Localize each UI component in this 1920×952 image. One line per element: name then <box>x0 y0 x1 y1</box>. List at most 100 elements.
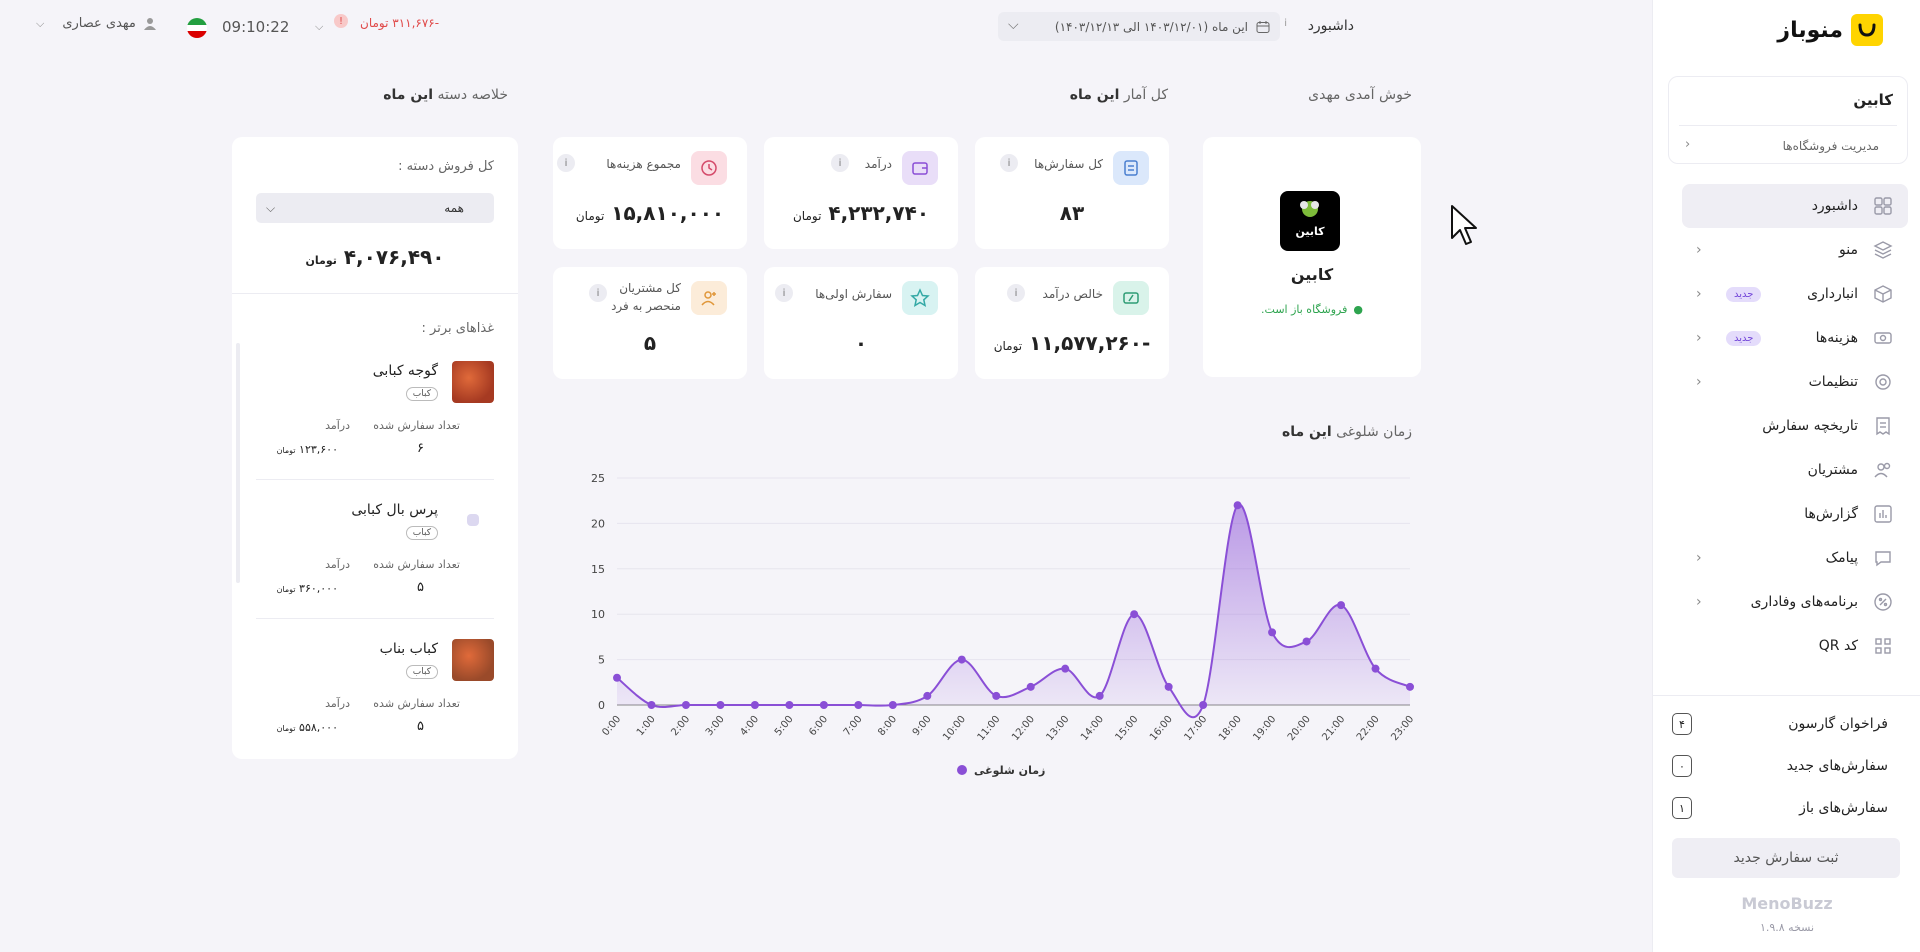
order-count-label: تعداد سفارش شده <box>373 558 460 571</box>
order-count-label: تعداد سفارش شده <box>373 419 460 432</box>
stat-label: کل سفارش‌ها <box>1034 157 1103 171</box>
stat-label: کل مشتریان منحصر به فرد <box>611 281 681 313</box>
y-tick-label: 10 <box>591 608 605 621</box>
date-range-text: این ماه (۱۴۰۳/۱۲/۰۱ الی ۱۴۰۳/۱۲/۱۳) <box>1054 19 1248 34</box>
food-revenue: ۳۶۰,۰۰۰ تومان <box>276 582 338 595</box>
stat-card: خالص درآمد i -۱۱,۵۷۷,۲۶۰ تومان <box>975 267 1169 379</box>
busy-time-title: زمان شلوغی این ماه <box>1281 424 1412 440</box>
store-name: کابین <box>1290 265 1334 284</box>
user-menu[interactable]: ⌵ مهدی عصاری <box>36 16 156 31</box>
message-icon <box>1872 547 1894 569</box>
balance[interactable]: -۳۱۱,۶۷۶ تومان <box>360 16 440 30</box>
food-revenue: ۱۲۳,۶۰۰ تومان <box>276 443 338 456</box>
sidebar-item-6[interactable]: مشتریان <box>1682 448 1908 492</box>
counter-row[interactable]: سفارش‌های جدید ۰ <box>1672 755 1888 777</box>
counter-row[interactable]: فراخوان گارسون ۴ <box>1672 713 1888 735</box>
manage-stores-link[interactable]: مدیریت فروشگاه‌ها <box>1782 139 1879 153</box>
new-badge: جدید <box>1726 286 1762 302</box>
info-icon[interactable]: i <box>589 284 607 302</box>
sidebar-item-2[interactable]: انبارداری جدید ‹ <box>1682 272 1908 316</box>
x-tick-label: 12:00 <box>1010 714 1037 743</box>
legend-marker <box>957 765 967 775</box>
divider <box>1652 695 1920 696</box>
counter-label: سفارش‌های جدید <box>1786 758 1888 774</box>
store-selector[interactable]: کابین مدیریت فروشگاه‌ها ‹ <box>1668 76 1908 164</box>
category-select[interactable]: همه ⌵ <box>256 193 494 223</box>
x-tick-label: 21:00 <box>1320 714 1347 743</box>
info-icon[interactable]: i <box>831 154 849 172</box>
info-icon[interactable]: i <box>1284 18 1287 29</box>
order-count: ۵ <box>417 580 424 595</box>
footer-brand: MenoBuzz <box>1741 894 1833 913</box>
mouse-cursor-icon <box>1451 205 1477 245</box>
sidebar-item-9[interactable]: برنامه‌های وفاداری ‹ <box>1682 580 1908 624</box>
revenue-label: درآمد <box>325 697 350 710</box>
info-icon[interactable]: i <box>775 284 793 302</box>
x-tick-label: 22:00 <box>1355 714 1382 743</box>
divider <box>232 293 518 294</box>
store-logo: کابین <box>1280 191 1340 251</box>
date-range-picker[interactable]: این ماه (۱۴۰۳/۱۲/۰۱ الی ۱۴۰۳/۱۲/۱۳) ⌵ <box>998 12 1280 41</box>
y-tick-label: 5 <box>598 654 605 667</box>
data-point <box>1268 628 1277 637</box>
sidebar-item-label: گزارش‌ها <box>1804 506 1858 522</box>
new-order-button[interactable]: ثبت سفارش جدید <box>1672 838 1900 878</box>
money-icon <box>1872 327 1894 349</box>
sidebar-item-3[interactable]: هزینه‌ها جدید ‹ <box>1682 316 1908 360</box>
x-tick-label: 13:00 <box>1045 714 1072 743</box>
chevron-left-icon: ‹ <box>1696 286 1702 302</box>
data-point <box>750 701 759 709</box>
user-name: مهدی عصاری <box>62 16 136 31</box>
chevron-left-icon: ‹ <box>1696 550 1702 566</box>
sidebar-item-label: مشتریان <box>1807 462 1858 478</box>
info-icon[interactable]: i <box>1000 154 1018 172</box>
box-icon <box>1872 283 1894 305</box>
sidebar-item-label: انبارداری <box>1807 286 1858 302</box>
data-point <box>1130 610 1139 619</box>
sidebar-item-8[interactable]: پیامک ‹ <box>1682 536 1908 580</box>
top-food-item[interactable]: گوجه کبابی کباب تعداد سفارش شده درآمد ۶ ۱۲۳,۶… <box>256 361 494 485</box>
busy-time-chart: 0 5 10 15 20 25 0:00 1:00 2:00 3:00 4:00 5:00 6:00 7:… <box>550 460 1420 790</box>
y-tick-label: 20 <box>591 517 605 530</box>
alert-icon[interactable]: ! <box>334 14 348 28</box>
x-tick-label: 3:00 <box>704 714 727 738</box>
sidebar-item-1[interactable]: منو ‹ <box>1682 228 1908 272</box>
data-point <box>785 701 794 709</box>
chevron-left-icon: ‹ <box>1696 594 1702 610</box>
top-food-item[interactable]: پرس بال کبابی کباب تعداد سفارش شده درآمد ۵ ۳۶… <box>256 500 494 624</box>
stat-label: درآمد <box>864 157 892 171</box>
food-image <box>452 639 494 681</box>
store-status: ●فروشگاه باز است. <box>1261 303 1363 316</box>
sidebar-item-0[interactable]: داشبورد <box>1682 184 1908 228</box>
sidebar-item-5[interactable]: تاریخچه سفارش <box>1682 404 1908 448</box>
chevron-left-icon: ‹ <box>1696 374 1702 390</box>
x-tick-label: 18:00 <box>1217 714 1244 743</box>
counter-value: ۴ <box>1672 713 1692 735</box>
counter-row[interactable]: سفارش‌های باز ۱ <box>1672 797 1888 819</box>
y-tick-label: 0 <box>598 699 605 712</box>
x-tick-label: 19:00 <box>1251 714 1278 743</box>
sidebar-item-label: داشبورد <box>1811 198 1858 214</box>
sidebar-item-7[interactable]: گزارش‌ها <box>1682 492 1908 536</box>
info-icon[interactable]: i <box>1007 284 1025 302</box>
data-point <box>1337 601 1346 610</box>
data-point <box>1061 664 1070 673</box>
data-point <box>613 673 621 682</box>
x-tick-label: 2:00 <box>669 714 692 738</box>
sidebar-item-10[interactable]: کد QR <box>1682 624 1908 668</box>
data-point <box>992 691 1001 700</box>
app-logo[interactable]: منوباز <box>1777 14 1883 46</box>
revenue-label: درآمد <box>325 419 350 432</box>
counter-label: سفارش‌های باز <box>1799 800 1888 816</box>
sidebar-item-label: تنظیمات <box>1808 374 1858 390</box>
star-icon <box>902 281 938 315</box>
counter-value: ۱ <box>1672 797 1692 819</box>
top-food-item[interactable]: کباب بناب کباب تعداد سفارش شده درآمد ۵ ۵۵۸,۰۰… <box>256 639 494 759</box>
sidebar-item-4[interactable]: تنظیمات ‹ <box>1682 360 1908 404</box>
info-icon[interactable]: i <box>557 154 575 172</box>
chevron-down-icon[interactable]: ⌵ <box>315 20 324 33</box>
scrollbar[interactable] <box>236 343 240 583</box>
layers-icon <box>1872 239 1894 261</box>
data-point <box>681 701 690 709</box>
food-tag: کباب <box>405 387 438 401</box>
